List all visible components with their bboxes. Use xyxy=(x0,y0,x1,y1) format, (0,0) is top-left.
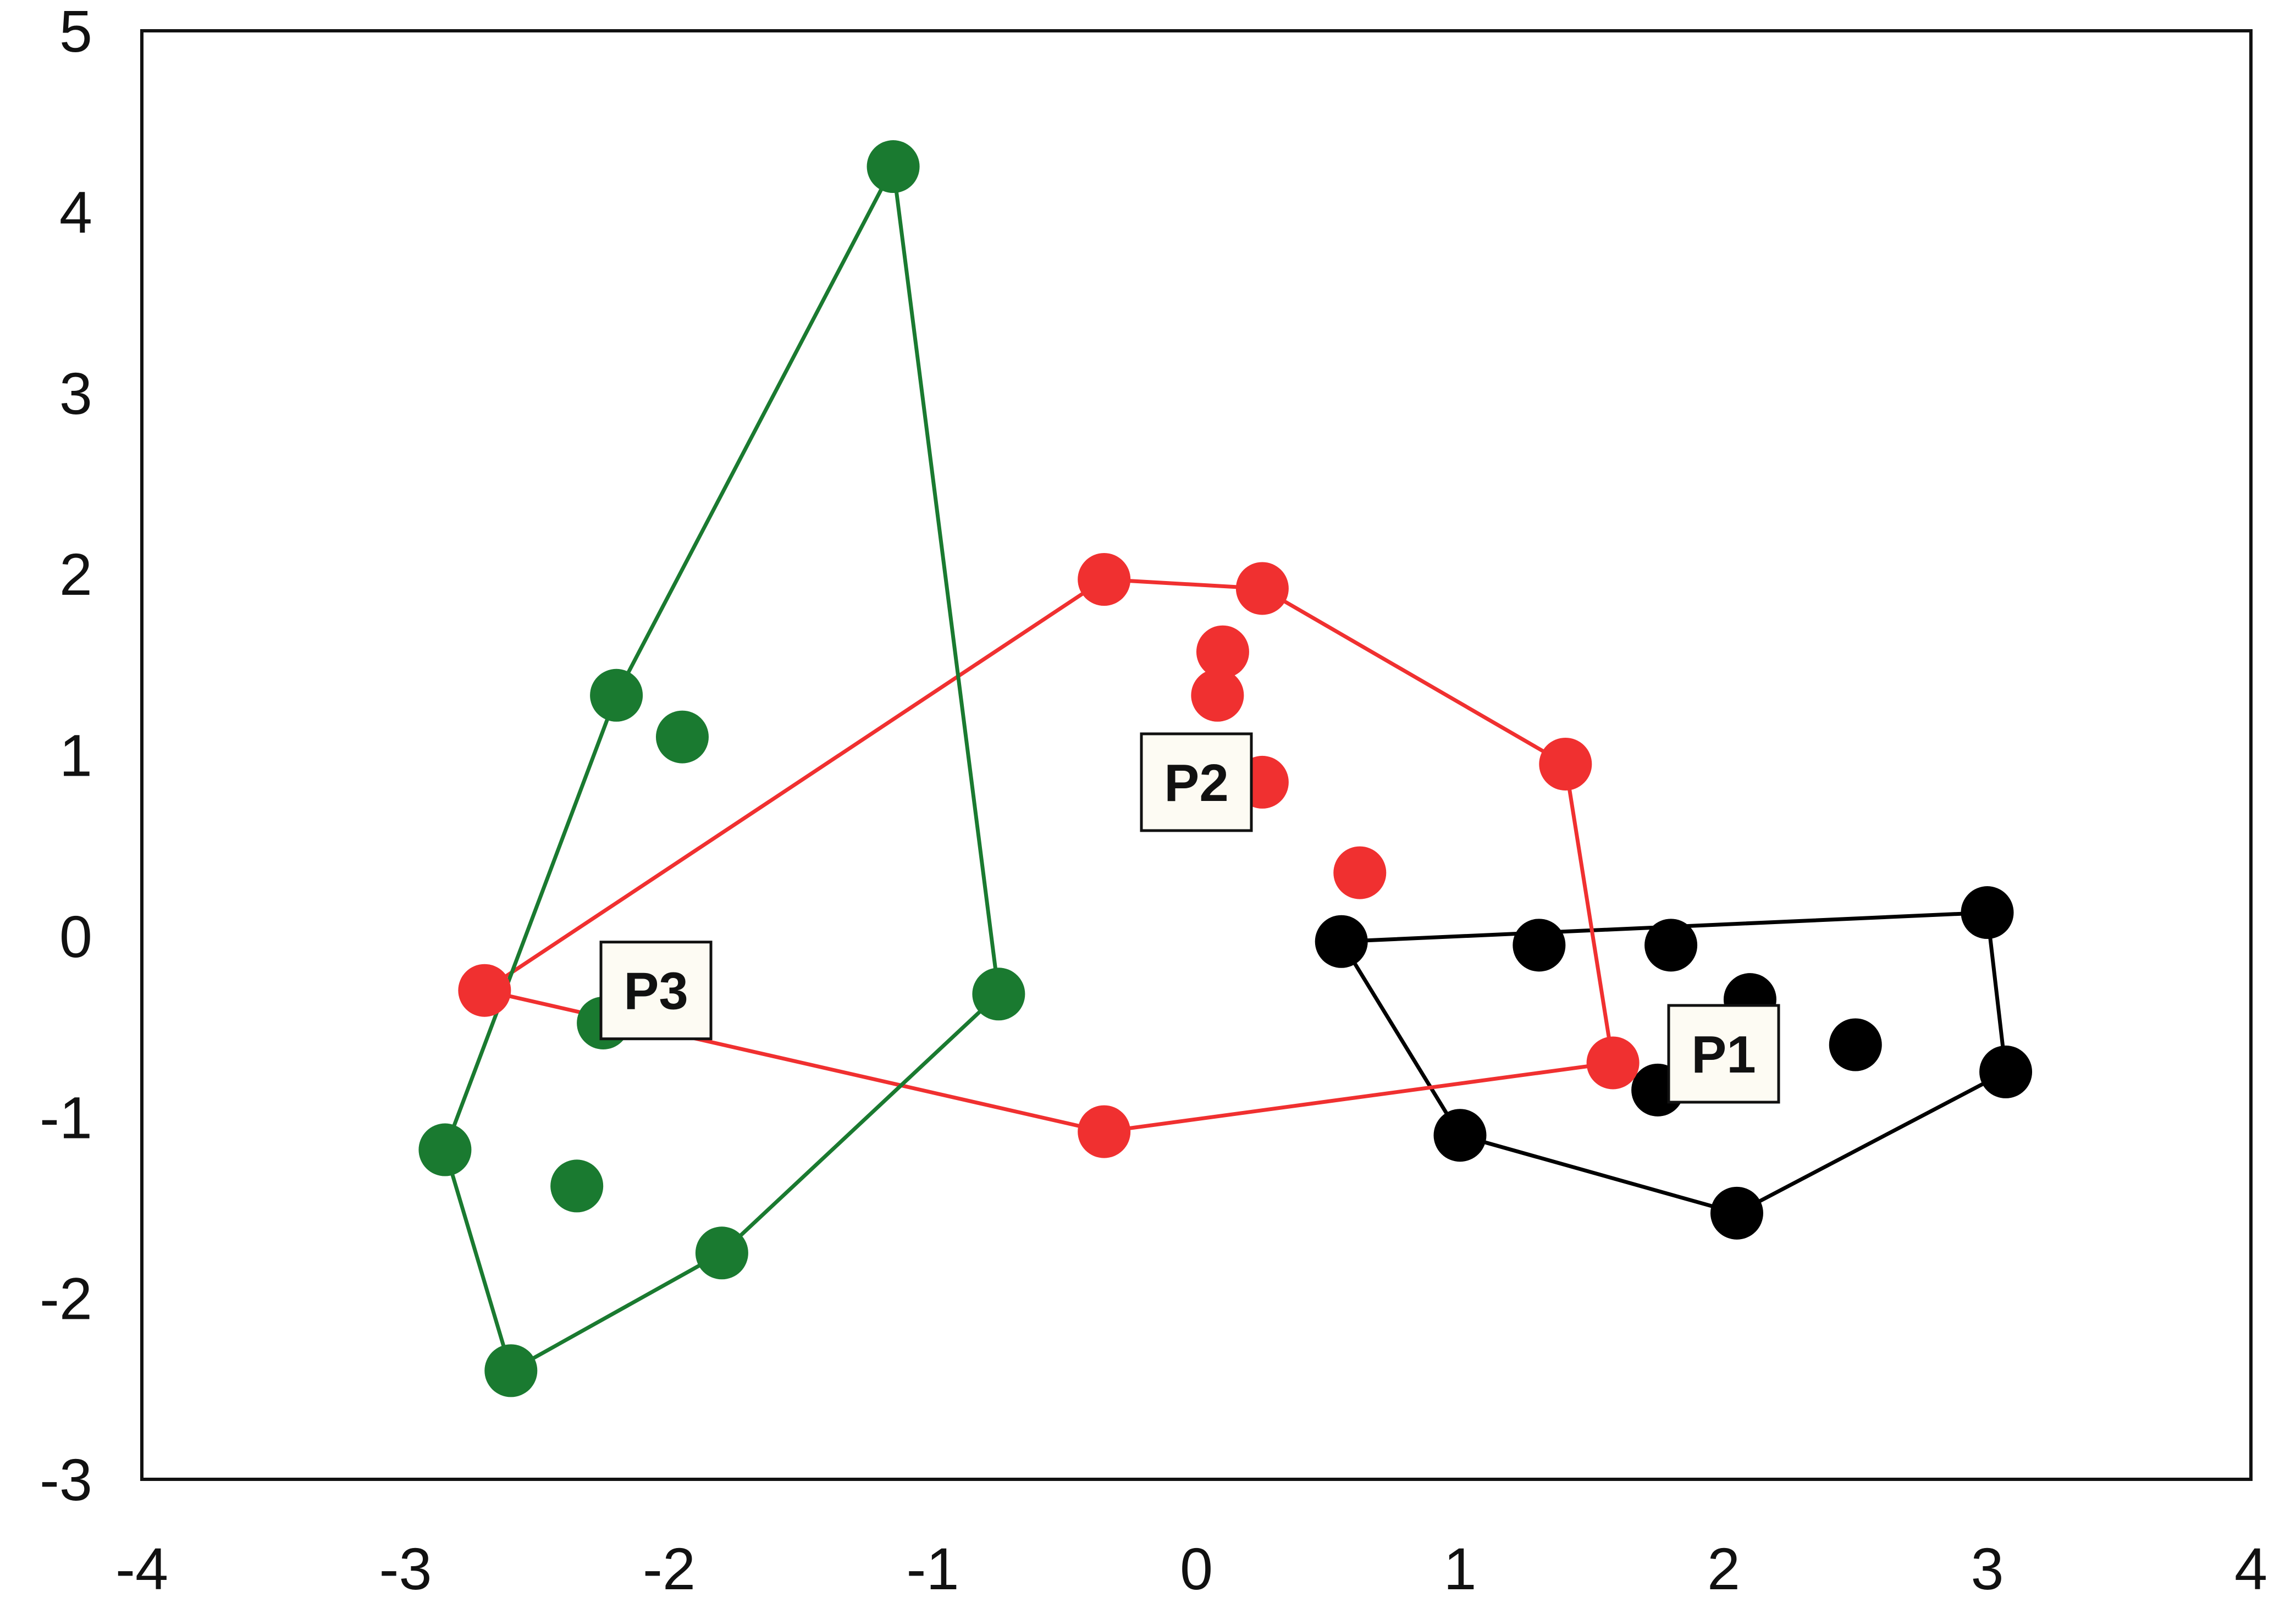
group-label-text: P3 xyxy=(623,962,688,1021)
x-tick-label: 2 xyxy=(1707,1535,1740,1602)
group-label-box xyxy=(599,941,713,1041)
y-tick-label: -1 xyxy=(40,1084,92,1151)
data-point-p3 xyxy=(418,1123,472,1176)
data-point-p2 xyxy=(458,964,511,1017)
group-label-text: P2 xyxy=(1164,754,1228,812)
point-layer xyxy=(418,140,2033,1397)
y-tick-label: 4 xyxy=(59,179,92,245)
data-point-p2 xyxy=(1235,562,1289,615)
data-point-p2 xyxy=(1586,1036,1640,1090)
data-point-p1 xyxy=(1979,1045,2033,1098)
x-tick-label: -4 xyxy=(115,1535,168,1602)
hull-outline-p1 xyxy=(1339,910,2008,1215)
data-point-p2 xyxy=(1191,668,1244,722)
data-point-p2 xyxy=(1078,1105,1131,1158)
hull-outline-p3 xyxy=(443,164,1001,1373)
x-tick-label: 0 xyxy=(1180,1535,1213,1602)
data-point-p3 xyxy=(866,140,920,194)
group-label-box xyxy=(1140,732,1253,832)
data-point-p3 xyxy=(590,668,643,722)
data-point-p1 xyxy=(1433,1109,1487,1162)
group-label-p2: P2 xyxy=(1140,732,1253,832)
data-point-p3 xyxy=(972,968,1025,1021)
x-tick-label: 4 xyxy=(2234,1535,2267,1602)
group-label-text: P1 xyxy=(1691,1025,1756,1084)
data-point-p2 xyxy=(1078,553,1131,606)
group-label-box xyxy=(1667,1004,1780,1104)
data-point-p3 xyxy=(655,710,709,764)
data-point-p1 xyxy=(1710,1186,1763,1240)
group-label-p1: P1 xyxy=(1667,1004,1780,1104)
y-tick-label: 3 xyxy=(59,360,92,427)
x-tick-label: 3 xyxy=(1971,1535,2004,1602)
data-point-p1 xyxy=(1315,915,1368,968)
data-point-p1 xyxy=(1644,919,1698,972)
data-point-p3 xyxy=(695,1226,748,1280)
x-tick-label: 1 xyxy=(1443,1535,1476,1602)
data-point-p2 xyxy=(1539,737,1592,791)
data-point-p3 xyxy=(484,1344,538,1397)
data-point-p2 xyxy=(1333,846,1387,899)
y-tick-label: 1 xyxy=(59,722,92,789)
y-tick-label: 5 xyxy=(59,0,92,64)
y-tick-label: 2 xyxy=(59,541,92,607)
axis-layer: -4 -3 -2 -1 0 1 2 3 4 -3 -2 -1 0 1 2 3 4 5 xyxy=(40,0,2267,1602)
data-point-p2 xyxy=(1196,625,1249,678)
x-tick-label: -3 xyxy=(379,1535,432,1602)
y-tick-label: 0 xyxy=(59,903,92,970)
data-point-p1 xyxy=(1829,1018,1882,1071)
data-point-p1 xyxy=(1961,886,2014,939)
data-point-p3 xyxy=(550,1159,604,1213)
x-tick-label: -2 xyxy=(643,1535,696,1602)
group-label-p3: P3 xyxy=(599,941,713,1041)
data-point-p1 xyxy=(1513,919,1566,972)
plot-frame xyxy=(140,29,2253,1481)
y-tick-label: -3 xyxy=(40,1446,92,1513)
hull-outline-p2 xyxy=(482,577,1615,1134)
group-label-layer: P1 P2 P3 xyxy=(599,732,1780,1104)
y-tick-label: -2 xyxy=(40,1265,92,1332)
x-tick-label: -1 xyxy=(906,1535,959,1602)
